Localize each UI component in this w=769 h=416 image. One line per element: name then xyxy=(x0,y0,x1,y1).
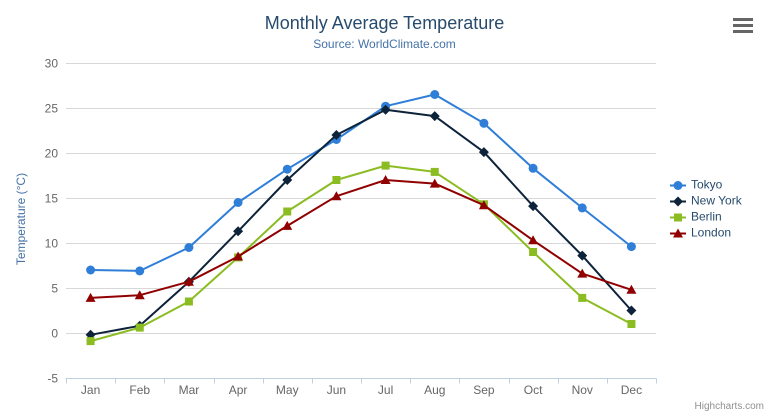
marker-berlin[interactable] xyxy=(529,248,538,256)
marker-new-york[interactable] xyxy=(626,305,637,316)
legend-triangle-icon xyxy=(670,228,686,237)
y-tick-label: 5 xyxy=(51,282,58,296)
marker-berlin[interactable] xyxy=(135,323,144,332)
x-tick-label: Feb xyxy=(129,383,150,397)
y-tick-label: 30 xyxy=(45,57,59,71)
marker-new-york[interactable] xyxy=(429,111,440,122)
marker-tokyo[interactable] xyxy=(430,90,440,99)
legend-item-new-york[interactable]: New York xyxy=(670,193,742,208)
legend-item-london[interactable]: London xyxy=(670,225,742,240)
legend-symbol-marker xyxy=(673,228,683,237)
x-tick-label: May xyxy=(276,383,299,397)
marker-tokyo[interactable] xyxy=(86,265,96,275)
y-tick-label: 15 xyxy=(45,192,59,206)
legend-item-berlin[interactable]: Berlin xyxy=(670,209,742,224)
x-tick-label: Aug xyxy=(424,383,445,397)
legend-square-icon xyxy=(670,213,686,221)
y-tick-label: 20 xyxy=(45,147,59,161)
marker-new-york[interactable] xyxy=(331,130,342,140)
y-tick-label: 10 xyxy=(45,237,59,251)
marker-berlin[interactable] xyxy=(283,207,292,216)
marker-new-york[interactable] xyxy=(282,175,293,185)
marker-new-york[interactable] xyxy=(528,201,539,212)
legend-diamond-icon xyxy=(670,196,686,206)
marker-london[interactable] xyxy=(528,235,539,245)
legend-circle-icon xyxy=(670,180,686,190)
credits-link[interactable]: Highcharts.com xyxy=(694,401,764,412)
marker-berlin[interactable] xyxy=(86,337,95,346)
marker-berlin[interactable] xyxy=(627,320,636,328)
marker-tokyo[interactable] xyxy=(577,203,587,213)
chart-subtitle: Source: WorldClimate.com xyxy=(313,37,456,51)
legend-label: Tokyo xyxy=(691,177,723,192)
hamburger-bar xyxy=(733,23,753,27)
y-axis-title: Temperature (°C) xyxy=(14,172,28,266)
x-tick-label: Mar xyxy=(179,383,200,397)
legend-label: Berlin xyxy=(691,209,722,224)
legend-item-tokyo[interactable]: Tokyo xyxy=(670,177,742,192)
marker-london[interactable] xyxy=(134,290,145,300)
series-line-tokyo xyxy=(89,93,633,272)
legend-symbol-marker xyxy=(674,213,682,221)
marker-tokyo[interactable] xyxy=(626,242,636,252)
legend-label: London xyxy=(691,225,732,240)
marker-london[interactable] xyxy=(478,200,489,210)
marker-berlin[interactable] xyxy=(381,161,390,170)
x-tick-label: Sep xyxy=(473,383,495,397)
y-tick-label: 0 xyxy=(51,327,58,341)
x-tick-label: Dec xyxy=(621,383,642,397)
x-tick-label: Jun xyxy=(327,383,346,397)
hamburger-bar xyxy=(733,17,753,21)
marker-london[interactable] xyxy=(429,178,440,188)
marker-tokyo[interactable] xyxy=(233,198,243,207)
x-tick-label: Jan xyxy=(81,383,100,397)
marker-tokyo[interactable] xyxy=(184,243,194,252)
marker-london[interactable] xyxy=(85,292,96,302)
marker-berlin[interactable] xyxy=(184,297,193,306)
marker-london[interactable] xyxy=(577,268,588,278)
series-line-london xyxy=(89,179,633,299)
series-london xyxy=(85,175,637,302)
x-tick-label: Apr xyxy=(229,383,248,397)
marker-london[interactable] xyxy=(380,175,391,184)
series-new-york xyxy=(85,104,637,340)
marker-london[interactable] xyxy=(626,284,637,294)
marker-london[interactable] xyxy=(183,276,194,286)
marker-tokyo[interactable] xyxy=(528,163,538,173)
series-line-berlin xyxy=(89,164,633,343)
legend-symbol-marker xyxy=(673,180,683,190)
series-line-new-york xyxy=(89,108,633,336)
x-tick-label: Oct xyxy=(524,383,543,397)
series-tokyo xyxy=(86,90,636,276)
hamburger-icon xyxy=(731,15,755,35)
hamburger-bar xyxy=(733,29,753,33)
context-menu-button[interactable] xyxy=(731,15,755,35)
marker-new-york[interactable] xyxy=(478,147,489,158)
marker-new-york[interactable] xyxy=(380,104,391,115)
marker-berlin[interactable] xyxy=(578,293,587,302)
marker-new-york[interactable] xyxy=(577,250,588,261)
marker-tokyo[interactable] xyxy=(479,118,489,128)
legend: Tokyo New York Berlin London xyxy=(670,177,742,240)
x-tick-label: Jul xyxy=(378,383,393,397)
legend-symbol-marker xyxy=(673,196,683,206)
marker-new-york[interactable] xyxy=(233,226,244,237)
marker-berlin[interactable] xyxy=(430,167,439,176)
x-tick-label: Nov xyxy=(572,383,593,397)
y-tick-label: 25 xyxy=(45,102,59,116)
chart-title: Monthly Average Temperature xyxy=(264,13,505,33)
marker-london[interactable] xyxy=(282,220,293,230)
marker-berlin[interactable] xyxy=(332,176,341,184)
legend-label: New York xyxy=(691,193,742,208)
marker-tokyo[interactable] xyxy=(282,164,292,174)
marker-london[interactable] xyxy=(331,191,342,201)
marker-tokyo[interactable] xyxy=(135,266,145,276)
y-tick-label: -5 xyxy=(47,372,58,386)
marker-london[interactable] xyxy=(233,251,244,261)
